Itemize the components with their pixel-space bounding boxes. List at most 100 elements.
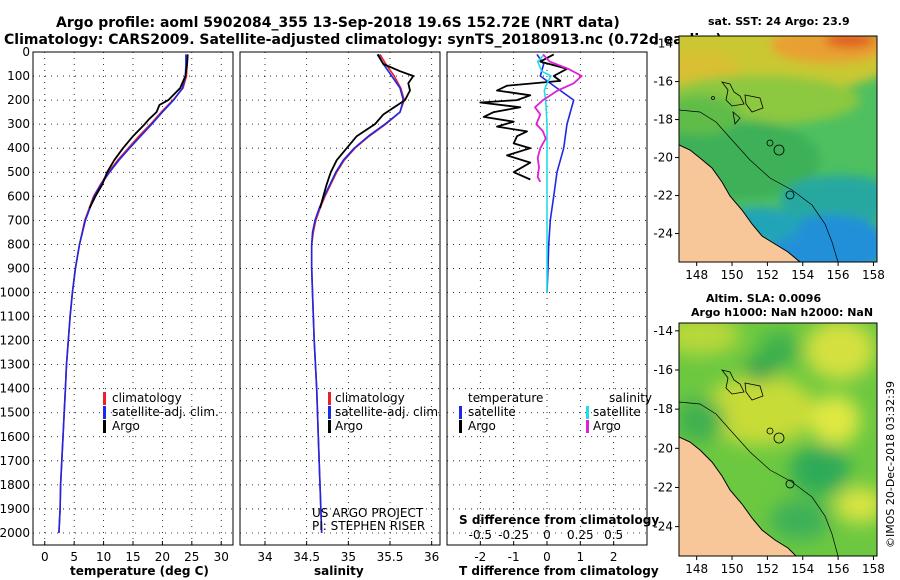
legend-s-satellite-label: satellite bbox=[593, 405, 641, 419]
temperature-legend: climatology satellite-adj. clim. Argo bbox=[103, 391, 219, 433]
title-line-2: Climatology: CARS2009. Satellite-adjuste… bbox=[4, 32, 722, 48]
credit-line-1: US ARGO PROJECT bbox=[312, 506, 424, 520]
salinity-frame bbox=[239, 51, 441, 546]
lon-tick-label: 148 bbox=[685, 562, 708, 576]
series-line-satellite-adj-clim- bbox=[58, 54, 187, 534]
x-tick-label: 34.5 bbox=[293, 550, 320, 564]
depth-tick-label: 100 bbox=[7, 69, 30, 83]
depth-tick-label: 2000 bbox=[0, 526, 30, 540]
lon-tick-label: 158 bbox=[862, 268, 885, 282]
depth-tick-label: 800 bbox=[7, 237, 30, 251]
x-tick-label: 20 bbox=[155, 550, 170, 564]
t-difference-xlabel: T difference from climatology bbox=[459, 564, 659, 578]
s-tick-label: -0.25 bbox=[498, 528, 529, 542]
lat-tick-label: -18 bbox=[653, 402, 673, 416]
x-tick-label: 36 bbox=[424, 550, 439, 564]
lat-tick-label: -16 bbox=[653, 75, 673, 89]
lon-tick-label: 152 bbox=[756, 562, 779, 576]
depth-tick-label: 1100 bbox=[0, 310, 30, 324]
x-tick-label: 30 bbox=[214, 550, 229, 564]
legend-s-argo-swatch bbox=[586, 420, 589, 433]
legend-satellite-swatch bbox=[328, 406, 331, 419]
legend-climatology-swatch bbox=[328, 392, 331, 405]
x-tick-label: 0 bbox=[543, 550, 551, 564]
x-tick-label: 34 bbox=[257, 550, 272, 564]
sst-map-frame bbox=[678, 35, 878, 263]
lat-tick-label: -22 bbox=[653, 480, 673, 494]
depth-tick-label: 600 bbox=[7, 189, 30, 203]
depth-axis: 0 100 200 300 400 500 600 700 800 900 1000 1100 1200… bbox=[0, 45, 30, 540]
legend-satellite-label: satellite-adj. clim. bbox=[112, 405, 219, 419]
lon-tick-label: 150 bbox=[721, 268, 744, 282]
difference-panel: -2 -1 0 1 2 -0.5 -0.25 0 0.25 0.5 temperature sa… bbox=[446, 51, 659, 578]
sst-map-title: sat. SST: 24 Argo: 23.9 bbox=[708, 15, 850, 28]
salinity-panel: 34 34.5 35 35.5 36 climatology satellite-adj… bbox=[239, 51, 442, 578]
x-tick-label: -1 bbox=[508, 550, 520, 564]
legend-climatology-swatch bbox=[103, 392, 106, 405]
series-line-t-argo bbox=[479, 53, 568, 181]
lat-tick-label: -24 bbox=[653, 227, 673, 241]
legend-t-satellite-label: satellite bbox=[468, 405, 516, 419]
depth-tick-label: 1500 bbox=[0, 406, 30, 420]
sst-coastline bbox=[679, 144, 801, 262]
depth-tick-label: 1700 bbox=[0, 454, 30, 468]
lat-tick-label: -22 bbox=[653, 189, 673, 203]
depth-tick-label: 1900 bbox=[0, 502, 30, 516]
x-tick-label: 35 bbox=[341, 550, 356, 564]
title-line-1: Argo profile: aoml 5902084_355 13-Sep-20… bbox=[56, 15, 620, 31]
depth-tick-label: 700 bbox=[7, 213, 30, 227]
x-tick-label: 10 bbox=[96, 550, 111, 564]
legend-t-argo-swatch bbox=[459, 420, 462, 433]
legend-argo-label: Argo bbox=[335, 419, 363, 433]
legend-temperature-header: temperature bbox=[468, 391, 543, 405]
x-tick-label: 15 bbox=[125, 550, 140, 564]
lat-tick-label: -20 bbox=[653, 151, 673, 165]
sla-map: Altim. SLA: 0.0096 Argo h1000: NaN h2000… bbox=[653, 292, 885, 576]
lon-tick-label: 154 bbox=[791, 268, 814, 282]
lat-tick-label: -14 bbox=[653, 324, 673, 338]
lon-tick-label: 154 bbox=[791, 562, 814, 576]
depth-tick-label: 300 bbox=[7, 117, 30, 131]
legend-climatology-label: climatology bbox=[112, 391, 182, 405]
depth-tick-label: 1800 bbox=[0, 478, 30, 492]
lat-tick-label: -20 bbox=[653, 441, 673, 455]
legend-t-satellite-swatch bbox=[459, 406, 462, 419]
lon-tick-label: 152 bbox=[756, 268, 779, 282]
sla-bathymetry-contour bbox=[679, 401, 839, 556]
series-line-s-satellite bbox=[536, 53, 552, 293]
legend-satellite-label: satellite-adj. clim. bbox=[335, 405, 442, 419]
depth-tick-label: 0 bbox=[22, 45, 30, 59]
x-tick-label: 35.5 bbox=[377, 550, 404, 564]
sla-map-title-2: Argo h1000: NaN h2000: NaN bbox=[691, 306, 873, 319]
sla-map-frame bbox=[678, 322, 878, 557]
s-difference-xlabel: S difference from climatology bbox=[459, 513, 659, 527]
lat-tick-label: -14 bbox=[653, 37, 673, 51]
legend-argo-swatch bbox=[328, 420, 331, 433]
temperature-xlabel: temperature (deg C) bbox=[70, 564, 209, 578]
legend-climatology-label: climatology bbox=[335, 391, 405, 405]
x-tick-label: 0 bbox=[41, 550, 49, 564]
series-line-argo bbox=[88, 54, 189, 209]
s-tick-label: 0.25 bbox=[567, 528, 594, 542]
lat-tick-label: -16 bbox=[653, 363, 673, 377]
depth-tick-label: 900 bbox=[7, 261, 30, 275]
lon-tick-label: 148 bbox=[685, 268, 708, 282]
legend-t-argo-label: Argo bbox=[468, 419, 496, 433]
series-line-t-satellite bbox=[536, 53, 575, 293]
depth-tick-label: 400 bbox=[7, 141, 30, 155]
x-tick-label: 25 bbox=[184, 550, 199, 564]
depth-tick-label: 1600 bbox=[0, 430, 30, 444]
lon-tick-label: 158 bbox=[862, 562, 885, 576]
temperature-panel: 0 5 10 15 20 25 30 climatology satellite-adj. … bbox=[32, 51, 234, 578]
imos-watermark: ©IMOS 20-Dec-2018 03:32:39 bbox=[884, 381, 897, 548]
lat-tick-label: -24 bbox=[653, 520, 673, 534]
s-tick-label: 0 bbox=[543, 528, 551, 542]
lon-tick-label: 150 bbox=[721, 562, 744, 576]
s-tick-label: -0.5 bbox=[469, 528, 492, 542]
credit-line-2: PI: STEPHEN RISER bbox=[312, 519, 425, 533]
sla-coastline bbox=[679, 436, 797, 556]
sst-bathymetry-contour bbox=[679, 109, 839, 262]
x-tick-label: 5 bbox=[70, 550, 78, 564]
sla-reef-outlines bbox=[721, 369, 795, 489]
